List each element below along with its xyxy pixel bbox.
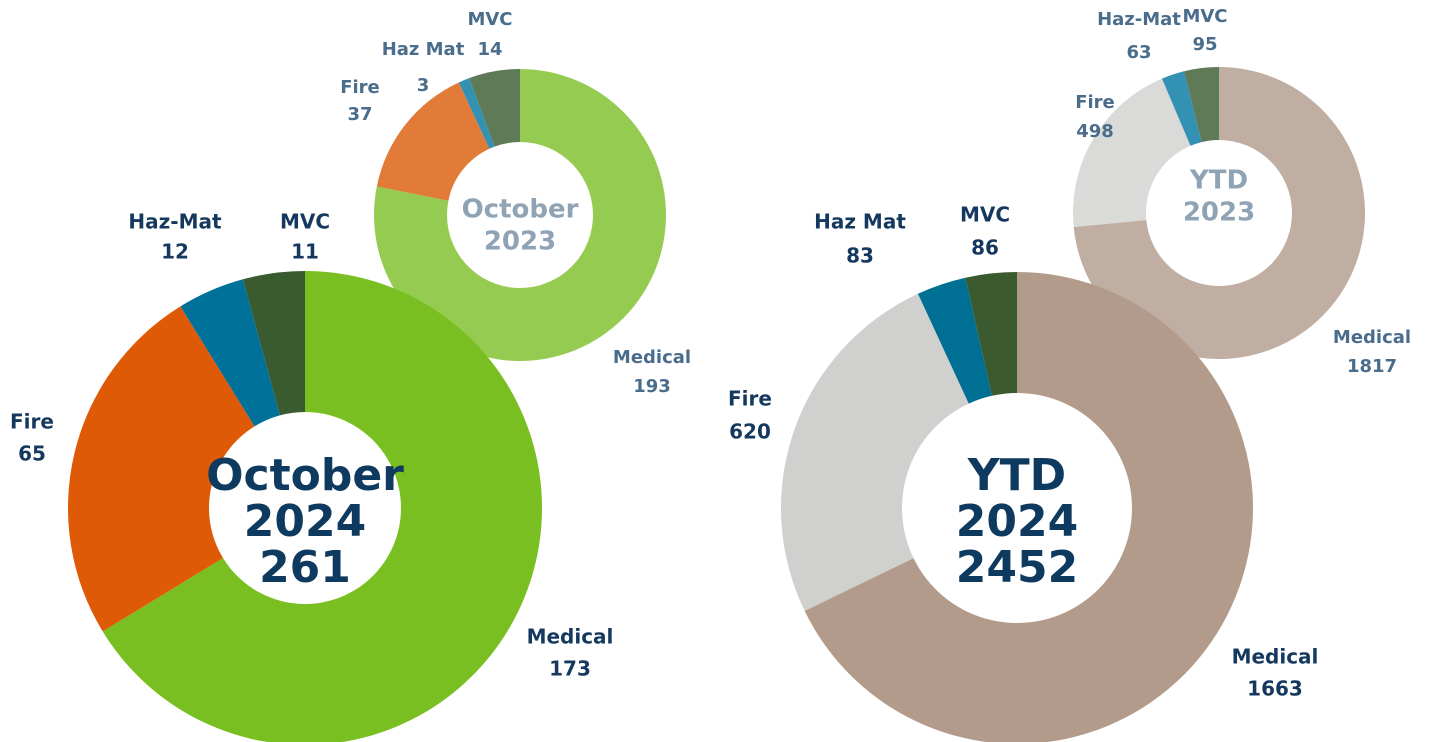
slice-label: MVC: [960, 203, 1010, 227]
slice-label: Haz-Mat: [1097, 9, 1181, 30]
slice-value: 83: [846, 244, 874, 268]
center-label: YTD: [1189, 166, 1248, 196]
slice-label: Medical: [1232, 645, 1319, 669]
center-label: YTD: [967, 450, 1066, 501]
center-label: 2023: [1183, 198, 1255, 228]
slice-value: 1663: [1247, 677, 1303, 701]
slice: [102, 271, 542, 742]
slice-value: 37: [347, 104, 372, 125]
slice-label: Fire: [340, 77, 380, 98]
center-label: October: [206, 450, 404, 501]
slice: [180, 279, 280, 427]
center-label: 2024: [244, 496, 366, 547]
slice-label: Fire: [1075, 92, 1115, 113]
slice-label: MVC: [280, 210, 330, 234]
slice: [1073, 78, 1191, 227]
slice-label: Fire: [10, 410, 54, 434]
slice-label: MVC: [467, 9, 512, 30]
slice-value: 498: [1076, 121, 1114, 142]
slice: [965, 272, 1017, 396]
center-label: October: [462, 195, 579, 225]
slice: [1073, 67, 1365, 359]
slice-label: Haz-Mat: [128, 210, 222, 234]
slice-label: Fire: [728, 387, 772, 411]
slice-value: 11: [291, 240, 319, 264]
slice-value: 95: [1192, 34, 1217, 55]
slice-value: 14: [477, 39, 502, 60]
slice: [917, 277, 992, 404]
center-label: 2023: [484, 227, 556, 257]
slice: [1161, 71, 1202, 146]
slice-label: Medical: [527, 625, 614, 649]
slice: [804, 272, 1253, 742]
slice-value: 86: [971, 236, 999, 260]
slice: [242, 271, 305, 416]
slice-label: Haz Mat: [382, 39, 465, 60]
slice-label: Medical: [1333, 327, 1411, 348]
slice-value: 193: [633, 376, 671, 397]
slice-label: MVC: [1182, 6, 1227, 27]
slice-value: 620: [729, 420, 771, 444]
slice: [458, 78, 495, 149]
center-label: 2452: [956, 542, 1078, 593]
slice: [373, 69, 666, 362]
slice: [469, 69, 520, 147]
slice-label: Medical: [613, 347, 691, 368]
slice-value: 3: [417, 75, 430, 96]
slice: [780, 293, 969, 611]
slice-value: 173: [549, 657, 591, 681]
slice-value: 63: [1126, 42, 1151, 63]
center-label: 261: [259, 542, 351, 593]
center-label: 2024: [956, 496, 1078, 547]
slice-value: 65: [18, 442, 46, 466]
slice-label: Haz Mat: [814, 210, 906, 234]
slice: [376, 82, 490, 201]
slice: [1184, 67, 1219, 143]
slice-value: 12: [161, 240, 189, 264]
slice-value: 1817: [1347, 356, 1397, 377]
slice: [67, 306, 255, 632]
